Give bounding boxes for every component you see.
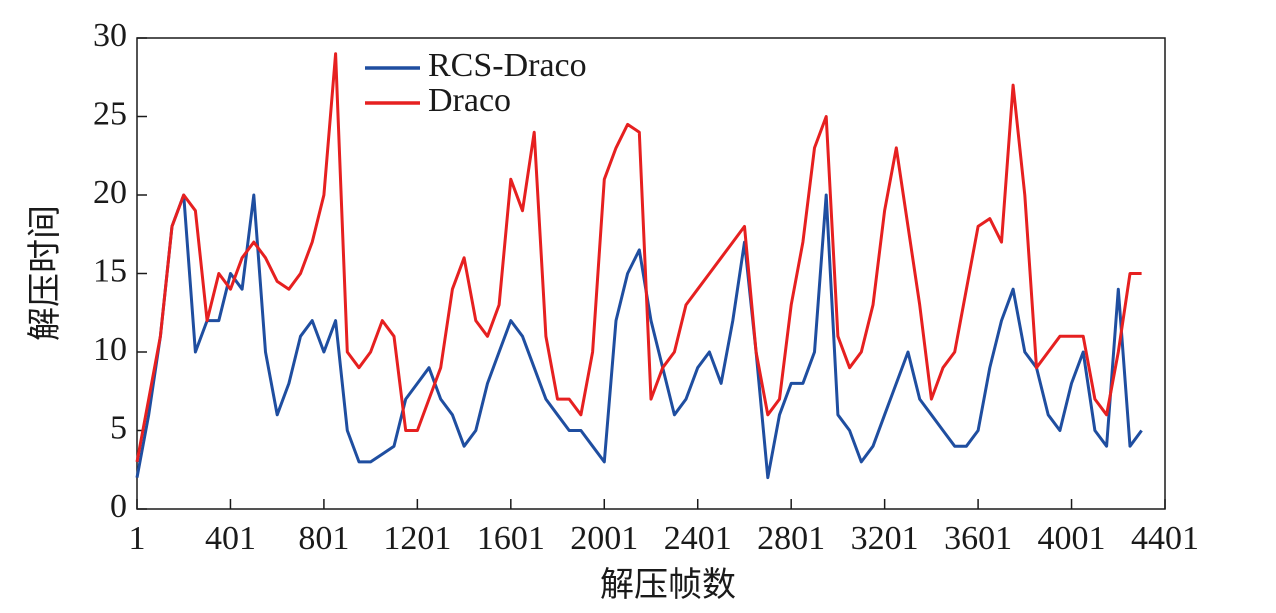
x-tick-label: 1601 [477, 520, 545, 557]
legend-label: Draco [428, 82, 511, 119]
legend-label: RCS-Draco [428, 47, 587, 84]
y-tick-label: 30 [93, 17, 127, 54]
x-tick-label: 401 [205, 520, 256, 557]
x-tick-label: 801 [298, 520, 349, 557]
y-tick-label: 5 [110, 409, 127, 446]
y-axis-label: 解压时间 [26, 205, 64, 341]
y-tick-label: 0 [110, 488, 127, 525]
x-axis-label: 解压帧数 [600, 566, 736, 604]
x-tick-label: 1 [129, 520, 146, 557]
x-tick-label: 4001 [1038, 520, 1106, 557]
y-tick-label: 15 [93, 252, 127, 289]
x-tick-label: 2001 [570, 520, 638, 557]
series-line [135, 52, 1142, 463]
x-tick-label: 2401 [664, 520, 732, 557]
x-tick-label: 4401 [1131, 520, 1199, 557]
x-tick-label: 3601 [944, 520, 1012, 557]
y-tick-label: 25 [93, 95, 127, 132]
series-line [135, 193, 1143, 480]
x-tick-label: 1201 [383, 520, 451, 557]
y-tick-label: 20 [93, 174, 127, 211]
x-tick-label: 2801 [757, 520, 825, 557]
x-tick-label: 3201 [851, 520, 919, 557]
y-tick-label: 10 [93, 331, 127, 368]
